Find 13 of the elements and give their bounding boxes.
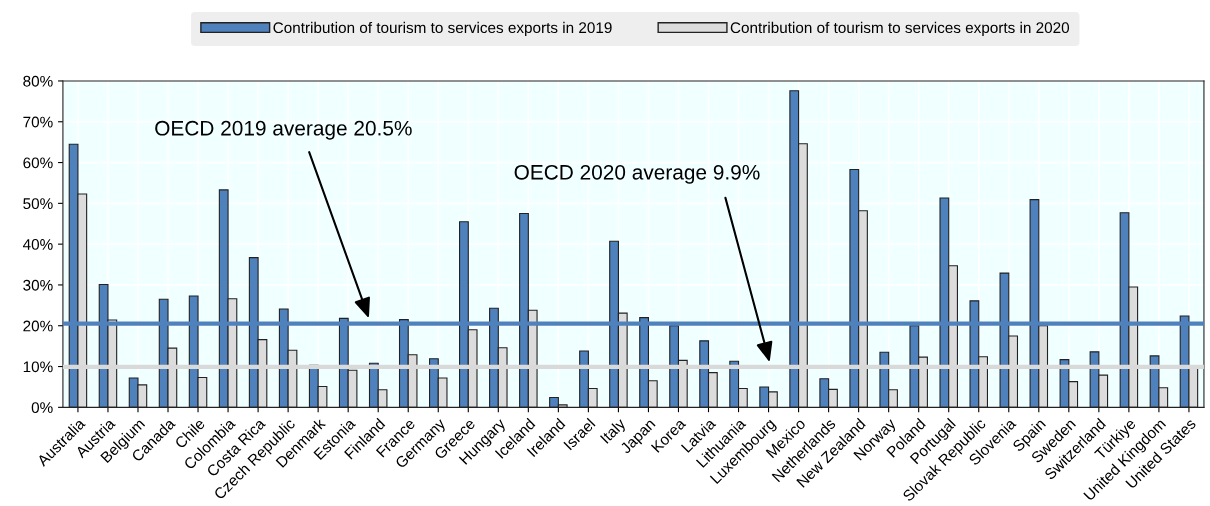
- y-tick-label: 30%: [23, 279, 53, 291]
- y-tick-label: 40%: [22, 239, 53, 250]
- y-tick-label: 80%: [23, 75, 53, 87]
- y-tick-label: 0%: [31, 402, 53, 414]
- annotation: OECD 2020 average 9.9%: [514, 164, 760, 184]
- y-tick-label: 60%: [23, 157, 53, 169]
- legend-label: Contribution of tourism to services exports in 2019: [273, 21, 612, 37]
- y-tick-label: 50%: [23, 198, 53, 210]
- y-tick-label: 70%: [23, 116, 53, 128]
- legend-label: Contribution of tourism to services exports in 2020: [730, 21, 1070, 37]
- annotation: OECD 2019 average 20.5%: [155, 120, 412, 140]
- y-tick-label: 20%: [23, 320, 53, 332]
- y-tick-label: 10%: [23, 361, 53, 373]
